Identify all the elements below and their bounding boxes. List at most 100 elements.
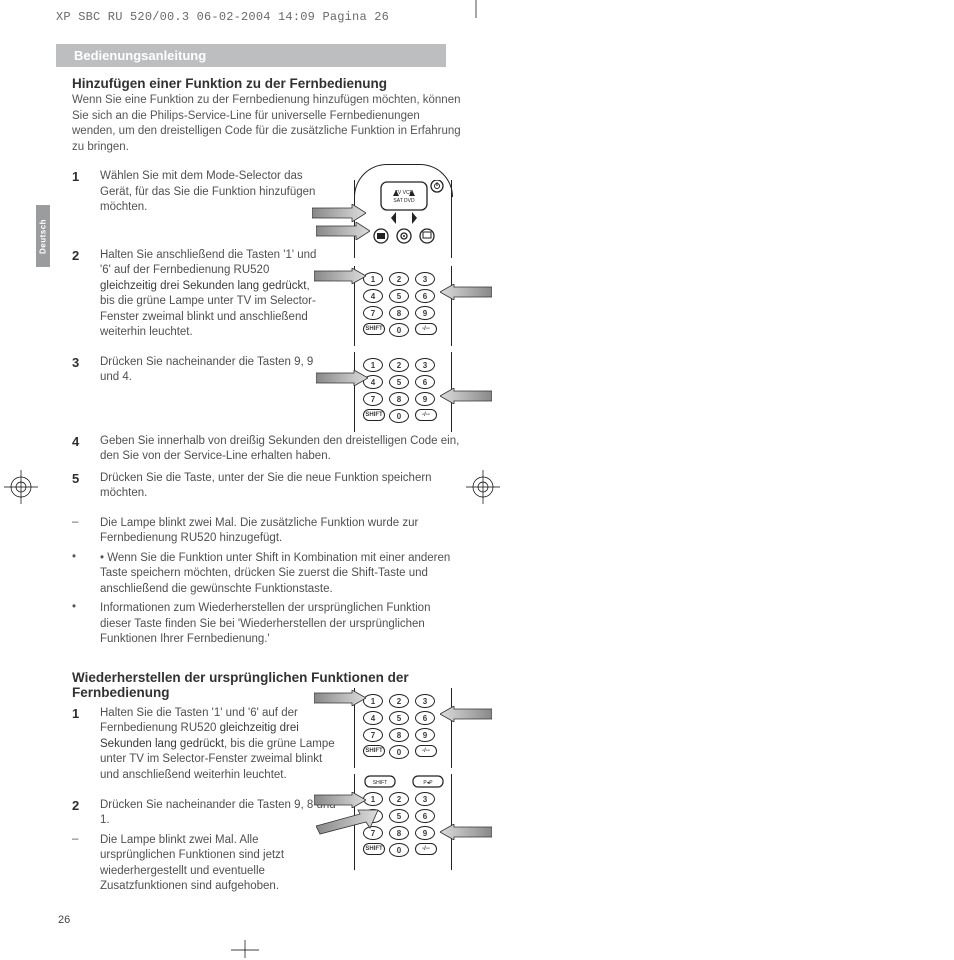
step-text: Drücken Sie nacheinander die Tasten 9, 8…	[100, 798, 336, 829]
key-2: 2	[389, 792, 409, 806]
svg-text:P◂P: P◂P	[423, 780, 433, 786]
pointer-arrow-icon	[316, 808, 378, 836]
heading-add-function: Hinzufügen einer Funktion zu der Fernbed…	[72, 76, 672, 91]
key-shift: SHIFT	[363, 409, 385, 421]
step-text: Wählen Sie mit dem Mode-Selector das Ger…	[100, 169, 326, 216]
section-title-bar: Bedienungsanleitung	[56, 44, 446, 67]
step-text: Drücken Sie nacheinander die Tasten 9, 9…	[100, 355, 326, 386]
key-1: 1	[363, 694, 383, 708]
keypad: 1 2 3 4 5 6 7 8 9 SHIFT 0 -/--	[355, 352, 451, 429]
list-item: – Die Lampe blinkt zwei Mal. Die zusätzl…	[72, 516, 672, 547]
step-text: Drücken Sie die Taste, unter der Sie die…	[100, 471, 460, 502]
pointer-arrow-icon	[312, 204, 366, 222]
keypad: 1 2 3 4 5 6 7 8 9 SHIFT 0 -/--	[355, 688, 451, 765]
pointer-arrow-icon	[440, 388, 492, 404]
svg-text:SAT DVD: SAT DVD	[393, 198, 415, 204]
list-item: • • Wenn Sie die Funktion unter Shift in…	[72, 551, 672, 598]
bullet-text: Die Lampe blinkt zwei Mal. Die zusätzlic…	[100, 516, 460, 547]
page-number: 26	[58, 914, 70, 926]
step-text: Halten Sie die Tasten '1' und '6' auf de…	[100, 706, 336, 784]
remote-illustration-keypad: 1 2 3 4 5 6 7 8 9 SHIFT 0 -/--	[354, 352, 452, 432]
key-2: 2	[389, 358, 409, 372]
key-7: 7	[363, 392, 383, 406]
key-8: 8	[389, 728, 409, 742]
key-2: 2	[389, 694, 409, 708]
key-shift: SHIFT	[363, 323, 385, 335]
print-header: XP SBC RU 520/00.3 06-02-2004 14:09 Pagi…	[56, 10, 389, 24]
step-number: 2	[72, 798, 100, 829]
svg-text:SHIFT: SHIFT	[373, 780, 387, 786]
list-item: • Informationen zum Wiederherstellen der…	[72, 601, 672, 648]
key-0: 0	[389, 323, 409, 337]
key-4: 4	[363, 289, 383, 303]
bullet-marker: –	[72, 833, 100, 895]
key-1: 1	[363, 272, 383, 286]
key-0: 0	[389, 409, 409, 423]
key-6: 6	[415, 289, 435, 303]
step: 4 Geben Sie innerhalb von dreißig Sekund…	[72, 434, 672, 465]
key-8: 8	[389, 826, 409, 840]
pointer-arrow-icon	[440, 284, 492, 300]
step-number: 3	[72, 355, 100, 386]
step-number: 2	[72, 248, 100, 341]
key-8: 8	[389, 306, 409, 320]
key-4: 4	[363, 711, 383, 725]
bullet-text: Die Lampe blinkt zwei Mal. Alle ursprüng…	[100, 833, 320, 895]
pointer-arrow-icon	[316, 370, 368, 386]
bullet-text: • Wenn Sie die Funktion unter Shift in K…	[100, 551, 460, 598]
step: 5 Drücken Sie die Taste, unter der Sie d…	[72, 471, 672, 502]
key-6: 6	[415, 809, 435, 823]
step-text: Geben Sie innerhalb von dreißig Sekunden…	[100, 434, 460, 465]
registration-mark-icon	[0, 466, 42, 508]
key-9: 9	[415, 306, 435, 320]
crop-mark-icon	[225, 940, 265, 960]
key-3: 3	[415, 792, 435, 806]
key-9: 9	[415, 728, 435, 742]
remote-illustration-keypad: 1 2 3 4 5 6 7 8 9 SHIFT 0 -/--	[354, 266, 452, 346]
pointer-arrow-icon	[440, 706, 492, 722]
key-5: 5	[389, 289, 409, 303]
key-shift: SHIFT	[363, 843, 385, 855]
key-dash: -/--	[415, 843, 437, 855]
key-5: 5	[389, 375, 409, 389]
key-6: 6	[415, 711, 435, 725]
registration-mark-icon	[462, 466, 504, 508]
key-dash: -/--	[415, 409, 437, 421]
keypad: 1 2 3 4 5 6 7 8 9 SHIFT 0 -/--	[355, 266, 451, 343]
key-0: 0	[389, 843, 409, 857]
intro-paragraph: Wenn Sie eine Funktion zu der Fernbedien…	[72, 93, 462, 155]
svg-text:TV VCR: TV VCR	[395, 190, 414, 196]
key-2: 2	[389, 272, 409, 286]
key-shift: SHIFT	[363, 745, 385, 757]
key-8: 8	[389, 392, 409, 406]
step-number: 1	[72, 169, 100, 216]
pointer-arrow-icon	[314, 268, 366, 284]
step-text: Halten Sie anschließend die Tasten '1' u…	[100, 248, 326, 341]
key-7: 7	[363, 306, 383, 320]
key-6: 6	[415, 375, 435, 389]
key-1: 1	[363, 792, 383, 806]
bullet-text: Informationen zum Wiederherstellen der u…	[100, 601, 460, 648]
bullet-marker: •	[72, 601, 100, 648]
pointer-arrow-icon	[314, 792, 366, 808]
pointer-arrow-icon	[440, 824, 492, 840]
remote-illustration-top: TV VCR SAT DVD	[354, 180, 452, 258]
key-3: 3	[415, 358, 435, 372]
crop-mark-icon	[466, 0, 486, 24]
key-0: 0	[389, 745, 409, 759]
key-5: 5	[389, 809, 409, 823]
key-7: 7	[363, 728, 383, 742]
key-9: 9	[415, 826, 435, 840]
bullet-marker: •	[72, 551, 100, 598]
step-number: 4	[72, 434, 100, 465]
pointer-arrow-icon	[314, 690, 366, 706]
key-9: 9	[415, 392, 435, 406]
key-3: 3	[415, 272, 435, 286]
bullet-marker: –	[72, 516, 100, 547]
remote-illustration-keypad: 1 2 3 4 5 6 7 8 9 SHIFT 0 -/--	[354, 688, 452, 768]
key-dash: -/--	[415, 323, 437, 335]
language-tab: Deutsch	[36, 205, 50, 267]
key-dash: -/--	[415, 745, 437, 757]
pointer-arrow-icon	[316, 222, 370, 240]
step-number: 1	[72, 706, 100, 784]
